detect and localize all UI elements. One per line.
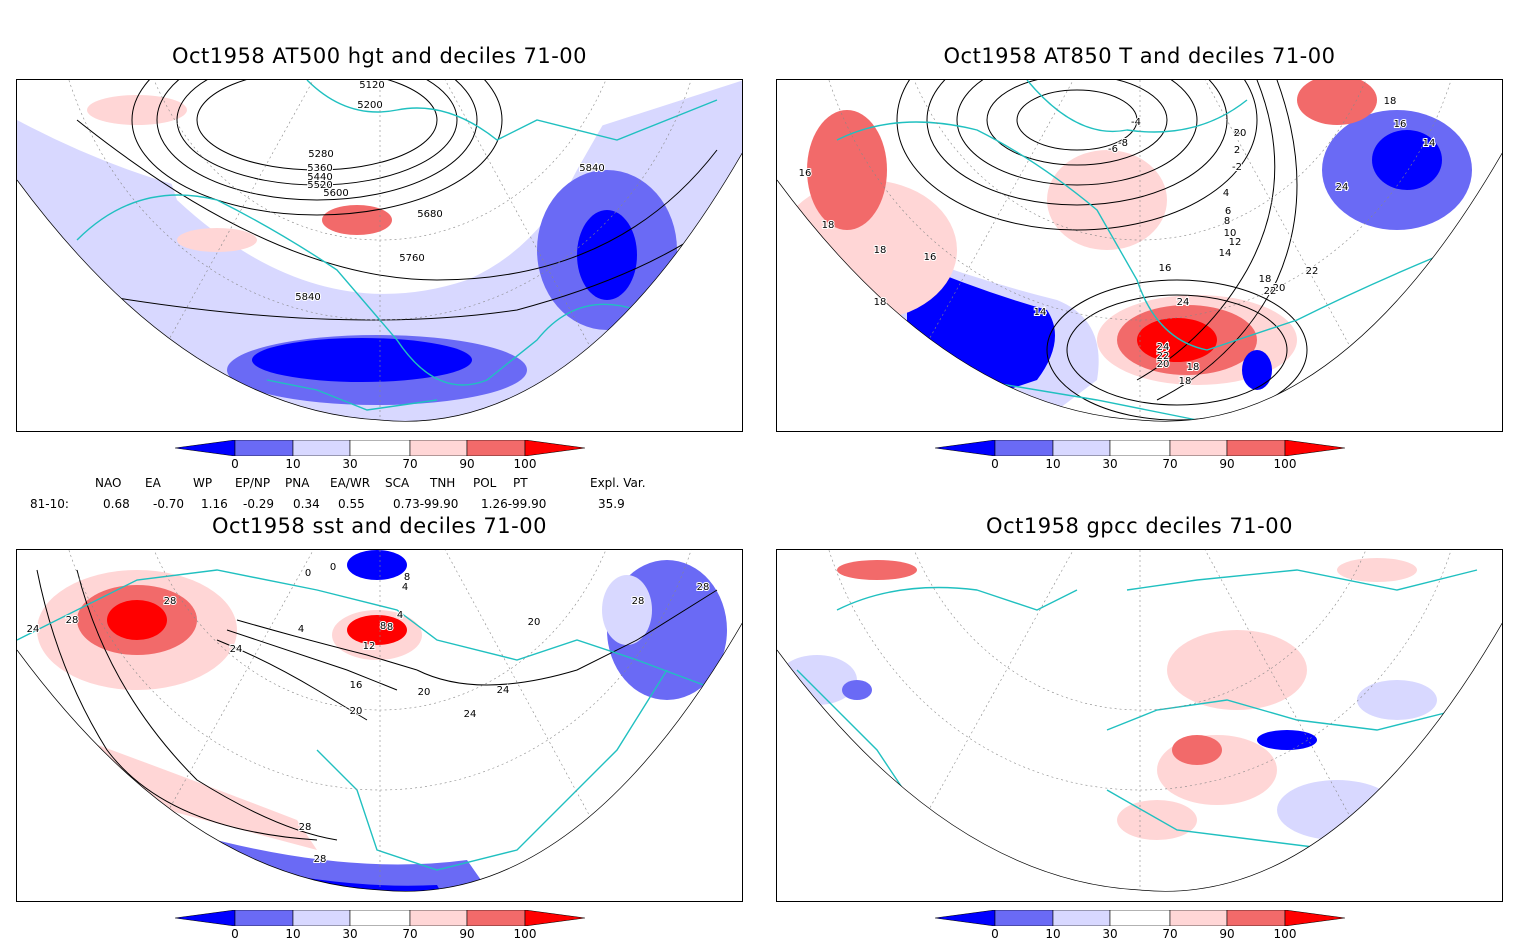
colorbar-gpcc: 0 10 30 70 90 100 [934, 909, 1346, 943]
map-panel-t850 [776, 79, 1503, 432]
index-value: -0.29 [243, 497, 275, 511]
colorbar-swatch [1109, 909, 1171, 927]
colorbar-swatch [1226, 439, 1286, 457]
colorbar-swatches [174, 439, 586, 457]
index-header: EA/WR [330, 476, 371, 490]
map-hgt500-graphic [17, 80, 742, 422]
map-gpcc-graphic [777, 550, 1502, 892]
colorbar-tick-label: 10 [285, 927, 301, 941]
colorbar-swatch [1052, 909, 1111, 927]
colorbar-hgt500: 0 10 30 70 90 100 [174, 439, 586, 474]
index-header: EA [145, 476, 161, 490]
map-t850-graphic [777, 80, 1502, 422]
colorbar-swatch [174, 439, 236, 457]
map-panel-sst [16, 549, 743, 902]
colorbar-swatch [292, 909, 351, 927]
colorbar-tick-label: 70 [1162, 927, 1178, 941]
colorbar-swatches [934, 439, 1346, 457]
colorbar-tick-label: 100 [1273, 927, 1297, 941]
colorbar-tick-label: 90 [1219, 457, 1235, 471]
colorbar-tick-label: 100 [513, 457, 537, 471]
colorbar-swatch [994, 439, 1054, 457]
colorbar-tick-label: 90 [459, 927, 475, 941]
colorbar-swatch [466, 909, 526, 927]
index-row-label: 81-10: [30, 497, 69, 511]
colorbar-swatch [409, 439, 468, 457]
colorbar-tick-label: 10 [1045, 457, 1061, 471]
colorbar-tick-label: 100 [513, 927, 537, 941]
teleconnection-indices: 81-10: NAO 0.68 EA -0.70 WP 1.16 EP/NP -0.29 PNA… [0, 476, 760, 512]
colorbar-swatch [409, 909, 468, 927]
colorbar-swatch [1169, 909, 1228, 927]
colorbar-swatch [234, 909, 294, 927]
colorbar-tick-label: 10 [1045, 927, 1061, 941]
colorbar-sst: 0 10 30 70 90 100 [174, 909, 586, 943]
index-header: TNH [430, 476, 456, 490]
colorbar-swatch [349, 439, 411, 457]
index-header: PNA [285, 476, 310, 490]
colorbar-swatch [234, 439, 294, 457]
colorbar-swatch [292, 439, 351, 457]
colorbar-swatch [1226, 909, 1286, 927]
colorbar-swatch [174, 909, 236, 927]
index-header: Expl. Var. [590, 476, 646, 490]
colorbar-tick-label: 0 [231, 927, 239, 941]
index-value: 0.68 [103, 497, 130, 511]
colorbar-tick-labels: 0 10 30 70 90 100 [175, 927, 585, 943]
index-header: NAO [95, 476, 122, 490]
colorbar-tick-label: 70 [402, 457, 418, 471]
colorbar-swatch [524, 439, 586, 457]
colorbar-swatches [934, 909, 1346, 927]
index-value: 0.73-99.90 [393, 497, 459, 511]
colorbar-tick-label: 100 [1273, 457, 1297, 471]
colorbar-swatch [1169, 439, 1228, 457]
colorbar-swatch [1284, 439, 1346, 457]
map-panel-gpcc [776, 549, 1503, 902]
colorbar-tick-label: 10 [285, 457, 301, 471]
colorbar-swatch [524, 909, 586, 927]
colorbar-tick-label: 0 [991, 927, 999, 941]
colorbar-tick-labels: 0 10 30 70 90 100 [935, 457, 1345, 473]
colorbar-t850: 0 10 30 70 90 100 [934, 439, 1346, 474]
index-header: SCA [385, 476, 410, 490]
colorbar-swatch [1052, 439, 1111, 457]
colorbar-swatch [466, 439, 526, 457]
colorbar-tick-labels: 0 10 30 70 90 100 [175, 457, 585, 473]
colorbar-tick-label: 90 [459, 457, 475, 471]
colorbar-tick-label: 30 [1102, 457, 1118, 471]
colorbar-swatch [349, 909, 411, 927]
colorbar-swatch [994, 909, 1054, 927]
index-value: 1.16 [201, 497, 228, 511]
index-header: EP/NP [235, 476, 271, 490]
index-header: WP [193, 476, 213, 490]
index-header: POL [473, 476, 497, 490]
colorbar-tick-label: 30 [1102, 927, 1118, 941]
colorbar-tick-label: 70 [402, 927, 418, 941]
colorbar-swatch [1109, 439, 1171, 457]
panel-title-hgt500: Oct1958 AT500 hgt and deciles 71-00 [171, 44, 587, 68]
colorbar-swatch [934, 909, 996, 927]
index-value: -0.70 [153, 497, 185, 511]
index-value: 35.9 [598, 497, 625, 511]
index-header: PT [513, 476, 528, 490]
colorbar-swatch [934, 439, 996, 457]
panel-title-t850: Oct1958 AT850 T and deciles 71-00 [943, 44, 1336, 68]
colorbar-swatches [174, 909, 586, 927]
colorbar-tick-label: 0 [231, 457, 239, 471]
colorbar-tick-label: 90 [1219, 927, 1235, 941]
colorbar-tick-label: 70 [1162, 457, 1178, 471]
colorbar-tick-label: 30 [342, 927, 358, 941]
map-panel-hgt500 [16, 79, 743, 432]
map-sst-graphic [17, 550, 742, 892]
colorbar-tick-labels: 0 10 30 70 90 100 [935, 927, 1345, 943]
index-value: 0.34 [293, 497, 320, 511]
panel-title-gpcc: Oct1958 gpcc deciles 71-00 [986, 514, 1293, 538]
index-value: 0.55 [338, 497, 365, 511]
panel-title-sst: Oct1958 sst and deciles 71-00 [212, 514, 547, 538]
index-value: 1.26-99.90 [481, 497, 547, 511]
colorbar-tick-label: 30 [342, 457, 358, 471]
colorbar-tick-label: 0 [991, 457, 999, 471]
colorbar-swatch [1284, 909, 1346, 927]
